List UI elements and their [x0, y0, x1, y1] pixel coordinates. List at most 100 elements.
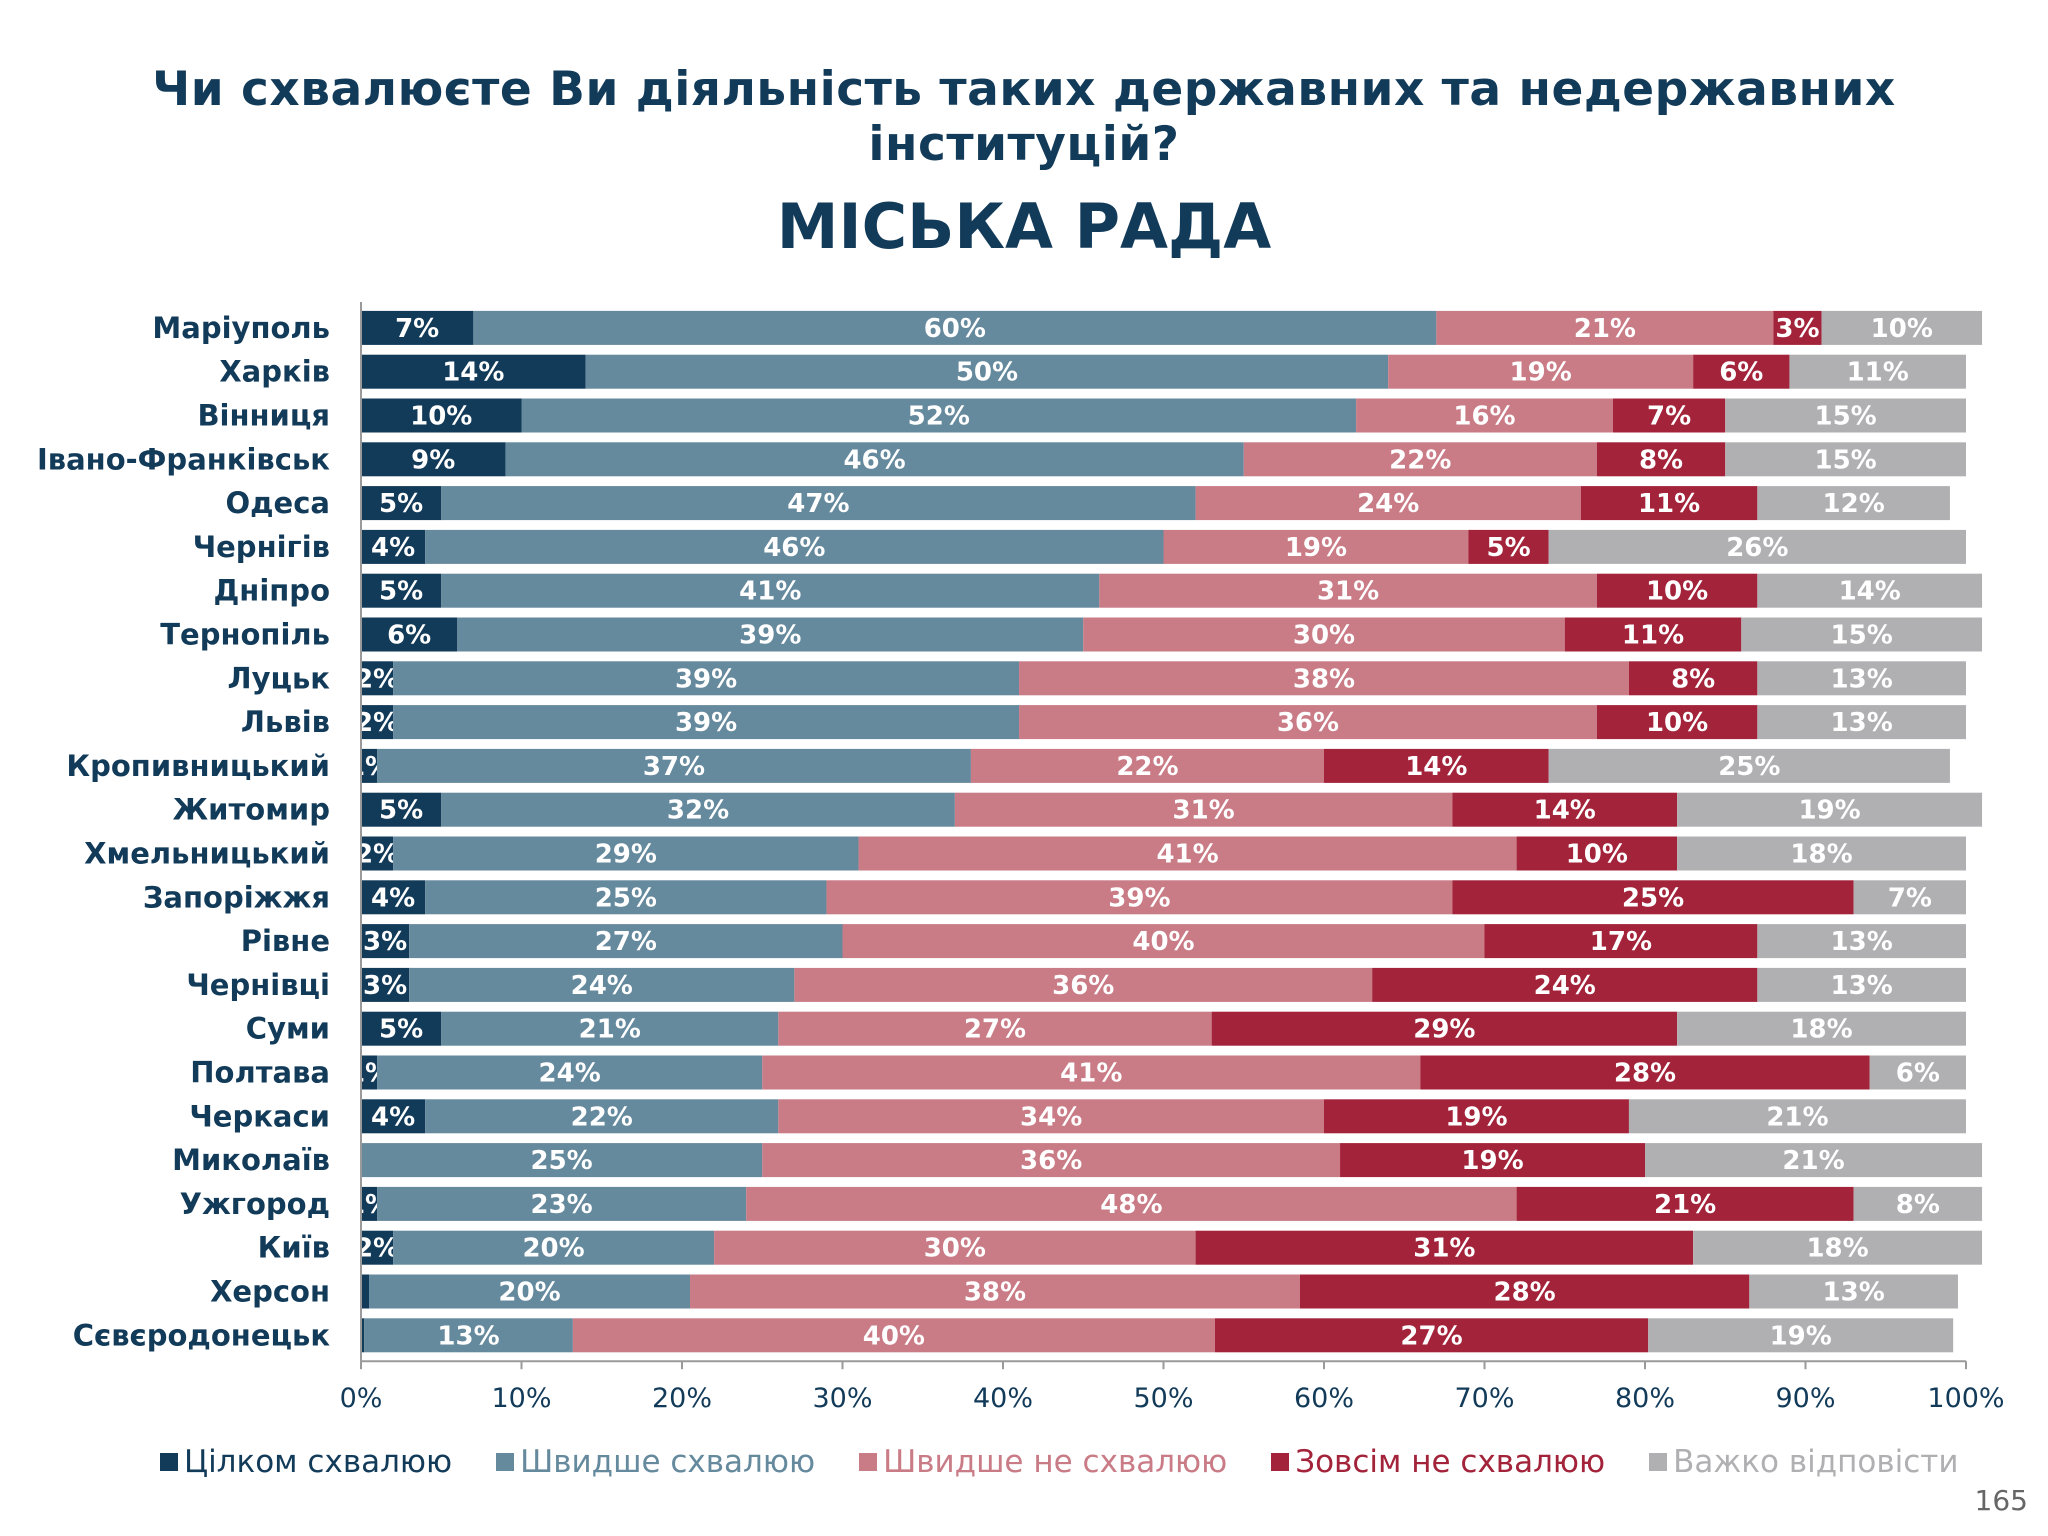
- legend-item: Важко відповісти: [1649, 1444, 1959, 1480]
- data-label: 4%: [371, 533, 415, 563]
- data-label: 3%: [363, 927, 407, 957]
- bar-segment: [361, 924, 410, 959]
- bar-segment: [1749, 1274, 1958, 1309]
- bar-segment: [1789, 354, 1966, 389]
- data-label: 4%: [371, 1102, 415, 1132]
- data-label: 21%: [1766, 1102, 1828, 1132]
- bar-segment: [1757, 967, 1966, 1002]
- data-label: 40%: [1132, 927, 1194, 957]
- bar-segment: [1821, 310, 1983, 345]
- data-label: 17%: [1590, 927, 1652, 957]
- bar-segment: [794, 967, 1373, 1002]
- data-label: 25%: [531, 1146, 593, 1176]
- data-label: 20%: [522, 1234, 584, 1264]
- bar-segment: [1388, 354, 1694, 389]
- data-label: 26%: [1726, 533, 1788, 563]
- data-label: 39%: [675, 708, 737, 738]
- bar-segment: [1596, 442, 1726, 477]
- bar-segment: [361, 661, 394, 696]
- legend-label: Швидше схвалюю: [520, 1444, 816, 1480]
- data-label: 13%: [1823, 1278, 1885, 1308]
- data-label: 7%: [1647, 402, 1691, 432]
- category-label: Сєвєродонецьк: [73, 1318, 331, 1352]
- data-label: 21%: [1654, 1190, 1716, 1220]
- category-label: Суми: [246, 1012, 330, 1046]
- data-label: 8%: [1639, 445, 1683, 475]
- bar-segment: [1516, 1186, 1854, 1221]
- bar-segment: [1677, 836, 1966, 871]
- bar-segment: [1452, 792, 1678, 827]
- bar-segment: [1163, 529, 1469, 564]
- bar-segment: [1757, 573, 1983, 608]
- bar-segment: [1645, 1143, 1983, 1178]
- chart-title: МІСЬКА РАДА: [776, 190, 1272, 263]
- data-label: 11%: [1847, 358, 1909, 388]
- bar-segment: [778, 1099, 1324, 1134]
- category-label: Маріуполь: [152, 311, 330, 345]
- bar-segment: [1548, 748, 1950, 783]
- data-label: 21%: [579, 1015, 641, 1045]
- bar-segment: [1725, 398, 1966, 433]
- data-label: 13%: [437, 1321, 499, 1351]
- legend-swatch: [1271, 1453, 1290, 1471]
- bar-segment: [1648, 1318, 1954, 1353]
- bar-segment: [1693, 354, 1790, 389]
- data-label: 19%: [1510, 358, 1572, 388]
- bar-segment: [361, 792, 442, 827]
- bar-segment: [842, 924, 1485, 959]
- category-label: Тернопіль: [160, 618, 330, 652]
- data-label: 24%: [1534, 971, 1596, 1001]
- bar-segment: [361, 1230, 394, 1265]
- data-label: 15%: [1831, 621, 1893, 651]
- bar-segment: [1580, 486, 1758, 521]
- x-tick-label: 60%: [1294, 1383, 1354, 1414]
- data-label: 11%: [1622, 621, 1684, 651]
- bar-segment: [1516, 836, 1678, 871]
- data-label: 3%: [363, 971, 407, 1001]
- x-tick-label: 40%: [973, 1383, 1033, 1414]
- data-label: 36%: [1020, 1146, 1082, 1176]
- bar-segment: [1340, 1143, 1645, 1178]
- bar-segment: [690, 1274, 1300, 1309]
- legend-item: Цілком схвалюю: [160, 1444, 452, 1480]
- bar-segment: [1596, 573, 1758, 608]
- data-label: 23%: [531, 1190, 593, 1220]
- data-label: 13%: [1831, 708, 1893, 738]
- legend-label: Важко відповісти: [1673, 1444, 1959, 1480]
- data-label: 25%: [595, 883, 657, 913]
- data-label: 16%: [1453, 402, 1515, 432]
- data-label: 36%: [1052, 971, 1114, 1001]
- data-label: 19%: [1285, 533, 1347, 563]
- category-label: Запоріжжя: [143, 880, 330, 914]
- bar-segment: [1019, 661, 1629, 696]
- data-label: 31%: [1173, 796, 1235, 826]
- bar-segment: [1484, 924, 1758, 959]
- data-label: 5%: [379, 1015, 423, 1045]
- data-label: 40%: [863, 1321, 925, 1351]
- data-label: 41%: [1060, 1059, 1122, 1089]
- bar-segment: [1596, 705, 1758, 740]
- data-label: 21%: [1782, 1146, 1844, 1176]
- data-label: 21%: [1574, 314, 1636, 344]
- bar-segment: [393, 1230, 715, 1265]
- bar-segment: [1548, 529, 1966, 564]
- bar-segment: [425, 529, 1164, 564]
- data-label: 11%: [1638, 489, 1700, 519]
- bar-segment: [1757, 661, 1966, 696]
- data-label: 32%: [667, 796, 729, 826]
- bar-segment: [377, 748, 971, 783]
- data-label: 2%: [355, 664, 399, 694]
- bar-segment: [1773, 310, 1822, 345]
- bar-segment: [361, 836, 394, 871]
- data-label: 22%: [571, 1102, 633, 1132]
- legend-label: Цілком схвалюю: [184, 1444, 453, 1480]
- bar-segment: [1099, 573, 1597, 608]
- data-label: 15%: [1815, 445, 1877, 475]
- data-label: 2%: [355, 708, 399, 738]
- data-label: 19%: [1798, 796, 1860, 826]
- bar-segment: [746, 1186, 1517, 1221]
- bar-segment: [1564, 617, 1742, 652]
- legend-item: Швидше схвалюю: [496, 1444, 815, 1480]
- bar-segment: [457, 617, 1084, 652]
- category-label: Одеса: [225, 486, 330, 520]
